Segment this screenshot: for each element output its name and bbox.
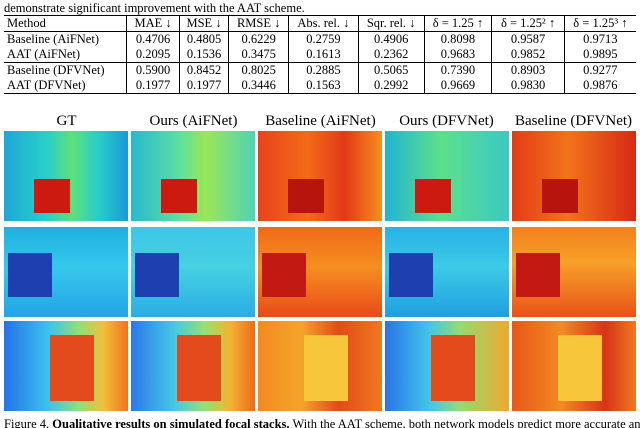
table-cell: 0.2885 (288, 62, 359, 78)
table-cell: 0.3446 (228, 78, 289, 94)
depth-map-piano-room-ours-aifnet (131, 227, 255, 317)
table-cell: Baseline (DFVNet) (4, 62, 128, 78)
table-cell: 0.9587 (491, 31, 565, 47)
table-cell: 0.9876 (583, 78, 618, 92)
table-cell: 0.1536 (179, 47, 230, 63)
header-cell: Abs. rel. ↓ (288, 15, 359, 32)
table-header-row: Method MAE ↓ MSE ↓ RMSE ↓ Abs. rel. ↓ Sq… (4, 15, 636, 32)
table-cell: 0.3475 (228, 47, 289, 63)
depth-map-piano-room-baseline-dfvnet (512, 227, 636, 317)
table-cell: 0.9713 (583, 32, 618, 46)
table-cell: 0.6229 (228, 31, 289, 47)
scene-object-shape (262, 253, 306, 297)
table-cell: 0.8452 (179, 62, 230, 78)
table-cell: 0.8098 (424, 31, 493, 47)
depth-map-piano-room-baseline-aifnet (258, 227, 382, 317)
scene-object-shape (304, 335, 348, 401)
scene-object-shape (8, 253, 52, 297)
table-cell: 0.4906 (358, 31, 425, 47)
table-cell: 0.9277 (583, 63, 618, 77)
table-cell: 0.2362 (358, 47, 425, 63)
depth-map-shelf-room-gt (4, 131, 128, 221)
table-cell: 0.1977 (126, 78, 180, 94)
scene-object-shape (161, 179, 197, 213)
scene-object-shape (135, 253, 179, 297)
scene-object-shape (177, 335, 221, 401)
scene-object-shape (50, 335, 94, 401)
table-row: Baseline (DFVNet) 0.5900 0.8452 0.8025 0… (4, 62, 636, 78)
scene-object-shape (288, 179, 324, 213)
results-table: Method MAE ↓ MSE ↓ RMSE ↓ Abs. rel. ↓ Sq… (4, 15, 636, 94)
table-cell: 0.9669 (424, 78, 493, 94)
table-cell: AAT (DFVNet) (4, 78, 128, 94)
table-cell: 0.9852 (491, 47, 565, 63)
scene-object-shape (34, 179, 70, 213)
depth-map-grid (4, 131, 636, 411)
column-label-ours-aifnet: Ours (AiFNet) (149, 113, 238, 129)
table-cell: 0.4805 (179, 31, 230, 47)
table-cell: 0.8025 (228, 62, 289, 78)
header-cell: δ = 1.25 ↑ (424, 15, 493, 32)
table-row: AAT (AiFNet) 0.2095 0.1536 0.3475 0.1613… (4, 47, 636, 63)
table-cell: 0.5065 (358, 62, 425, 78)
scene-object-shape (431, 335, 475, 401)
column-label-ours-dfvnet: Ours (DFVNet) (399, 113, 494, 129)
depth-map-chair-room-baseline-dfvnet (512, 321, 636, 411)
table-cell: 0.5900 (126, 62, 180, 78)
header-cell: RMSE ↓ (228, 15, 289, 32)
table-cell: 0.2759 (288, 31, 359, 47)
depth-map-chair-room-ours-dfvnet (385, 321, 509, 411)
column-label-baseline-aifnet: Baseline (AiFNet) (265, 113, 376, 129)
depth-map-shelf-room-baseline-dfvnet (512, 131, 636, 221)
table-row: Baseline (AiFNet) 0.4706 0.4805 0.6229 0… (4, 31, 636, 47)
depth-map-shelf-room-baseline-aifnet (258, 131, 382, 221)
table-cell: 0.2992 (358, 78, 425, 94)
table-cell: Baseline (AiFNet) (4, 31, 128, 47)
scene-object-shape (558, 335, 602, 401)
depth-map-shelf-room-ours-aifnet (131, 131, 255, 221)
header-cell: MAE ↓ (126, 15, 180, 32)
scene-object-shape (516, 253, 560, 297)
header-cell: Sqr. rel. ↓ (358, 15, 425, 32)
figure-caption-rest: With the AAT scheme, both network models… (289, 418, 640, 428)
table-cell: 0.1977 (179, 78, 230, 94)
depth-map-piano-room-gt (4, 227, 128, 317)
depth-map-piano-room-ours-dfvnet (385, 227, 509, 317)
scene-object-shape (415, 179, 451, 213)
scene-object-shape (389, 253, 433, 297)
table-cell: 0.7390 (424, 62, 493, 78)
table-cell: 0.1563 (288, 78, 359, 94)
header-cell: δ = 1.25² ↑ (491, 15, 565, 32)
figure-caption-prefix: Figure 4. (4, 418, 53, 428)
table-cell: 0.9830 (491, 78, 565, 94)
header-cell: δ = 1.25³ ↑ (573, 16, 628, 30)
table-cell: 0.1613 (288, 47, 359, 63)
table-cell: 0.8903 (491, 62, 565, 78)
depth-map-shelf-room-ours-dfvnet (385, 131, 509, 221)
table-caption: demonstrate significant improvement with… (4, 1, 305, 15)
header-cell: Method (4, 15, 128, 32)
figure-column-labels: GT Ours (AiFNet) Baseline (AiFNet) Ours … (0, 113, 640, 131)
table-cell: 0.4706 (126, 31, 180, 47)
figure-caption: Figure 4. Qualitative results on simulat… (4, 418, 640, 428)
table-cell: AAT (AiFNet) (4, 47, 128, 63)
depth-map-chair-room-ours-aifnet (131, 321, 255, 411)
table-cell: 0.2095 (126, 47, 180, 63)
table-cell: 0.9683 (424, 47, 493, 63)
scene-object-shape (542, 179, 578, 213)
table-row: AAT (DFVNet) 0.1977 0.1977 0.3446 0.1563… (4, 78, 636, 94)
header-cell: MSE ↓ (179, 15, 230, 32)
depth-map-chair-room-gt (4, 321, 128, 411)
column-label-baseline-dfvnet: Baseline (DFVNet) (514, 113, 633, 129)
depth-map-chair-room-baseline-aifnet (258, 321, 382, 411)
column-label-gt: GT (56, 113, 77, 129)
figure-caption-bold: Qualitative results on simulated focal s… (52, 418, 290, 428)
table-cell: 0.9895 (583, 47, 618, 61)
